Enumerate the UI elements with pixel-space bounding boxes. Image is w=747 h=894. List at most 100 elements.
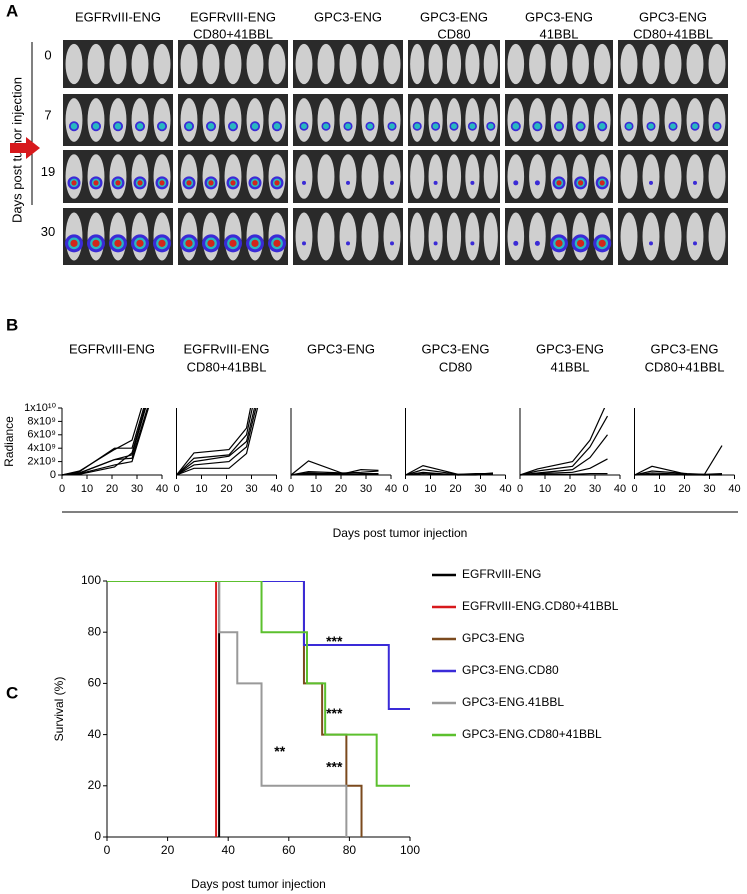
mouse bbox=[428, 43, 443, 85]
mouse bbox=[550, 43, 568, 85]
chart-subtitle: CD80+41BBL bbox=[187, 359, 267, 374]
annotation: ** bbox=[274, 743, 285, 759]
signal bbox=[70, 122, 78, 130]
series-line bbox=[405, 473, 494, 476]
signal bbox=[186, 180, 192, 186]
signal bbox=[555, 239, 563, 247]
chart-title: GPC3-ENG bbox=[422, 341, 490, 356]
series-line bbox=[634, 470, 723, 476]
signal bbox=[693, 241, 697, 246]
series-line bbox=[176, 408, 253, 476]
signal bbox=[487, 123, 494, 130]
mouse bbox=[224, 43, 242, 85]
y-tick-label: 100 bbox=[81, 573, 101, 587]
x-tick-label: 100 bbox=[400, 843, 420, 857]
signal bbox=[70, 239, 78, 247]
mouse bbox=[383, 43, 401, 85]
mouse bbox=[686, 98, 704, 142]
signal bbox=[670, 123, 676, 130]
signal bbox=[598, 122, 606, 130]
signal bbox=[346, 180, 350, 185]
x-tick-label: 40 bbox=[222, 843, 236, 857]
signal bbox=[414, 123, 421, 130]
x-tick-label: 20 bbox=[678, 483, 690, 495]
x-tick-label: 0 bbox=[402, 483, 408, 495]
series-line bbox=[519, 434, 608, 476]
x-tick-label: 30 bbox=[703, 483, 715, 495]
signal bbox=[136, 239, 144, 247]
mouse bbox=[483, 43, 498, 85]
x-tick-label: 60 bbox=[282, 843, 296, 857]
mouse bbox=[446, 212, 462, 261]
mouse bbox=[686, 212, 704, 261]
mouse bbox=[410, 154, 425, 199]
signal bbox=[534, 122, 541, 130]
signal bbox=[159, 180, 165, 186]
mouse bbox=[465, 154, 480, 199]
mouse bbox=[246, 43, 264, 85]
signal bbox=[207, 239, 215, 247]
series-line bbox=[634, 445, 723, 476]
signal bbox=[513, 240, 519, 246]
column-subtitle: CD80 bbox=[437, 26, 470, 41]
series-line bbox=[107, 581, 410, 710]
x-axis-label: Days post tumor injection bbox=[333, 526, 468, 540]
signal bbox=[137, 180, 143, 186]
chart-subtitle: CD80 bbox=[439, 359, 472, 374]
signal bbox=[534, 180, 540, 186]
signal bbox=[302, 241, 306, 246]
column-subtitle: CD80+41BBL bbox=[193, 26, 273, 41]
panel-label: B bbox=[6, 315, 18, 334]
signal bbox=[512, 122, 520, 130]
mouse bbox=[593, 98, 611, 142]
series-line bbox=[176, 408, 252, 476]
signal bbox=[598, 239, 606, 247]
mouse bbox=[268, 43, 286, 85]
mouse bbox=[295, 212, 313, 261]
annotation: *** bbox=[326, 633, 343, 649]
signal bbox=[470, 241, 475, 246]
column-subtitle: 41BBL bbox=[539, 26, 578, 41]
x-tick-label: 10 bbox=[195, 483, 207, 495]
mouse bbox=[153, 98, 171, 142]
x-tick-label: 20 bbox=[564, 483, 576, 495]
series-line bbox=[519, 415, 609, 476]
mouse bbox=[642, 98, 660, 142]
series-line bbox=[61, 408, 146, 476]
mouse bbox=[483, 212, 498, 261]
chart-title: GPC3-ENG bbox=[536, 341, 604, 356]
mouse bbox=[361, 43, 379, 85]
chart-title: EGFRvIII-ENG bbox=[184, 341, 270, 356]
signal bbox=[93, 180, 99, 186]
mouse bbox=[295, 154, 313, 199]
panel-label: A bbox=[6, 1, 18, 20]
mouse bbox=[383, 154, 401, 199]
row-label: 7 bbox=[44, 107, 51, 122]
signal bbox=[367, 123, 373, 130]
mouse bbox=[131, 98, 149, 142]
x-axis-label: Days post tumor injection bbox=[191, 877, 326, 891]
mouse bbox=[446, 154, 462, 199]
legend-label: GPC3-ENG.CD80 bbox=[462, 663, 559, 677]
mouse bbox=[109, 98, 127, 142]
mouse bbox=[383, 212, 401, 261]
row-label: 30 bbox=[41, 224, 55, 239]
mouse bbox=[87, 43, 105, 85]
x-tick-label: 10 bbox=[424, 483, 436, 495]
annotation: *** bbox=[326, 705, 343, 721]
column-subtitle: CD80+41BBL bbox=[633, 26, 713, 41]
mouse bbox=[465, 43, 480, 85]
signal bbox=[273, 122, 281, 130]
mouse bbox=[339, 43, 357, 85]
signal bbox=[599, 180, 605, 186]
arrow bbox=[10, 137, 40, 159]
series-line bbox=[107, 581, 363, 837]
signal bbox=[115, 180, 121, 186]
signal bbox=[185, 122, 193, 130]
x-tick-label: 10 bbox=[81, 483, 93, 495]
signal bbox=[555, 122, 563, 130]
mouse bbox=[620, 98, 638, 142]
signal bbox=[433, 241, 438, 246]
row-label: 19 bbox=[41, 164, 55, 179]
mouse bbox=[483, 154, 498, 199]
